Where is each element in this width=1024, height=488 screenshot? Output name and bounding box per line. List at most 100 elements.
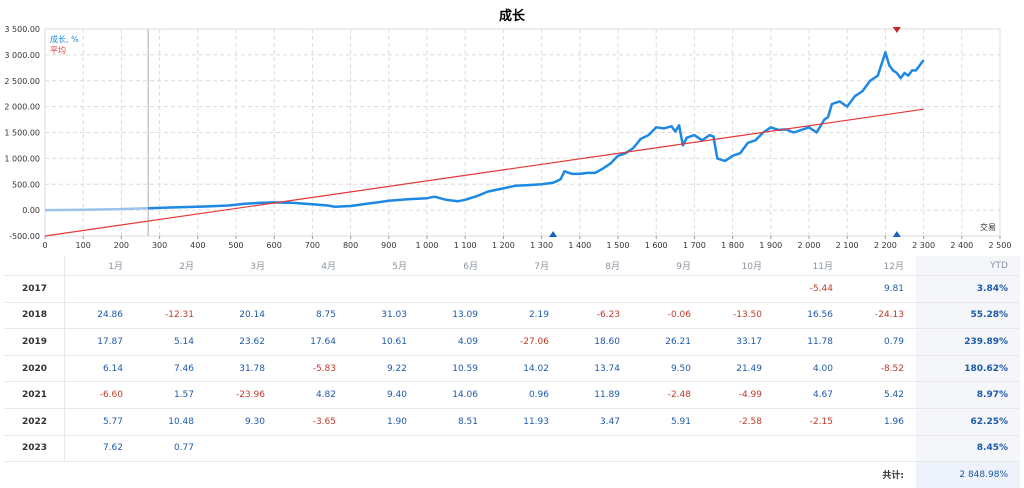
month-value-cell: 10.59 <box>419 355 490 383</box>
month-value-cell <box>561 275 632 303</box>
y-tick-label: 2 500.00 <box>4 77 40 86</box>
y-tick-label: 2 000.00 <box>4 103 40 112</box>
x-tick-label: 0 <box>42 241 47 250</box>
legend-growth: 成长, % <box>50 34 79 44</box>
ytd-header: YTD <box>916 256 1020 276</box>
month-value-cell: 5.14 <box>135 328 206 356</box>
month-value-cell: 10.61 <box>348 328 419 356</box>
average-line <box>44 108 924 237</box>
month-value-cell: 24.86 <box>64 302 135 330</box>
month-value-cell <box>348 435 419 463</box>
x-tick-label: 400 <box>190 241 205 250</box>
month-value-cell: 9.30 <box>206 408 277 436</box>
month-value-cell: 16.56 <box>774 302 845 330</box>
month-value-cell <box>206 435 277 463</box>
month-value-cell: -13.50 <box>703 302 774 330</box>
month-value-cell: 1.90 <box>348 408 419 436</box>
month-value-cell: 6.14 <box>64 355 135 383</box>
x-tick-label: 100 <box>76 241 91 250</box>
month-value-cell <box>277 275 348 303</box>
table-row: 2022 5.77 10.48 9.30 -3.65 1.90 8.51 11.93 3.47 5… <box>4 408 1020 436</box>
month-header: 10月 <box>703 256 774 276</box>
table-row: 2021 -6.60 1.57 -23.96 4.82 9.40 14.06 0.96 11.8… <box>4 381 1020 409</box>
month-value-cell: 17.64 <box>277 328 348 356</box>
y-tick-label: -500.00 <box>9 232 40 241</box>
month-value-cell: 1.96 <box>845 408 916 436</box>
month-value-cell: 5.77 <box>64 408 135 436</box>
total-row: 共计: 2 848.98% <box>4 461 1020 488</box>
month-value-cell: -2.58 <box>703 408 774 436</box>
month-value-cell: 0.79 <box>845 328 916 356</box>
empty-cell <box>774 462 845 488</box>
chart-markers <box>549 27 901 237</box>
month-value-cell: 9.40 <box>348 381 419 409</box>
legend-average: 平均 <box>50 45 66 55</box>
chart-series <box>44 51 925 237</box>
table-row: 2020 6.14 7.46 31.78 -5.83 9.22 10.59 14.02 13.7… <box>4 355 1020 383</box>
month-value-cell: 5.42 <box>845 381 916 409</box>
year-header <box>4 256 65 276</box>
x-tick-label: 600 <box>267 241 282 250</box>
year-cell: 2021 <box>4 381 65 409</box>
month-value-cell: -2.15 <box>774 408 845 436</box>
month-header: 9月 <box>632 256 703 276</box>
x-tick-label: 1 900 <box>759 241 782 250</box>
x-tick-label: 900 <box>381 241 396 250</box>
month-value-cell: 9.50 <box>632 355 703 383</box>
chart-grid <box>44 28 1001 237</box>
month-value-cell: 14.06 <box>419 381 490 409</box>
x-tick-label: 1 800 <box>721 241 744 250</box>
month-value-cell: 11.93 <box>490 408 561 436</box>
x-tick-label: 200 <box>114 241 129 250</box>
month-value-cell <box>419 435 490 463</box>
month-value-cell: 23.62 <box>206 328 277 356</box>
empty-cell <box>703 462 774 488</box>
month-value-cell: 14.02 <box>490 355 561 383</box>
table-row: 2019 17.87 5.14 23.62 17.64 10.61 4.09 -27.06 18… <box>4 328 1020 356</box>
year-cell: 2020 <box>4 355 65 383</box>
month-value-cell: 2.19 <box>490 302 561 330</box>
month-value-cell <box>632 275 703 303</box>
x-axis-label: 交易 <box>980 222 996 232</box>
y-tick-label: 0.00 <box>22 206 40 215</box>
month-value-cell: 7.62 <box>64 435 135 463</box>
month-value-cell: -4.99 <box>703 381 774 409</box>
growth-chart: 成长 -500.00 0.00 500.00 1 000.00 1 500.00 2 00… <box>4 8 1011 250</box>
ytd-cell: 3.84% <box>916 275 1020 303</box>
month-value-cell: -12.31 <box>135 302 206 330</box>
year-cell: 2022 <box>4 408 65 436</box>
empty-cell <box>419 462 490 488</box>
total-label: 共计: <box>882 471 904 482</box>
x-tick-label: 1 000 <box>416 241 439 250</box>
month-value-cell: -27.06 <box>490 328 561 356</box>
year-cell: 2023 <box>4 435 65 463</box>
month-value-cell: -8.52 <box>845 355 916 383</box>
month-value-cell <box>561 435 632 463</box>
month-value-cell: 9.22 <box>348 355 419 383</box>
empty-cell <box>277 462 348 488</box>
month-value-cell: 31.03 <box>348 302 419 330</box>
x-tick-label: 2 100 <box>836 241 859 250</box>
month-value-cell: 11.78 <box>774 328 845 356</box>
month-value-cell: -5.44 <box>774 275 845 303</box>
month-header: 2月 <box>135 256 206 276</box>
y-tick-label: 500.00 <box>12 180 40 189</box>
month-value-cell: 18.60 <box>561 328 632 356</box>
top-marker-icon <box>892 27 901 33</box>
month-value-cell: 8.51 <box>419 408 490 436</box>
month-header: 11月 <box>774 256 845 276</box>
x-tick-label: 2 000 <box>798 241 821 250</box>
month-value-cell <box>135 275 206 303</box>
x-axis: 0 100 200 300 400 500 600 700 800 900 1 000 1 100 1 … <box>42 236 1011 250</box>
monthly-returns-table: 1月 2月 3月 4月 5月 6月 7月 8月 9月 10月 11月 12月 YTD 2017 -5.44… <box>4 256 1020 488</box>
month-header: 8月 <box>561 256 632 276</box>
total-value: 2 848.98% <box>916 461 1020 488</box>
month-value-cell: 13.74 <box>561 355 632 383</box>
x-tick-label: 1 400 <box>568 241 591 250</box>
empty-cell <box>64 462 135 488</box>
ytd-cell: 55.28% <box>916 302 1020 330</box>
month-value-cell <box>277 435 348 463</box>
month-value-cell <box>774 435 845 463</box>
month-value-cell: 4.67 <box>774 381 845 409</box>
empty-cell <box>348 462 419 488</box>
